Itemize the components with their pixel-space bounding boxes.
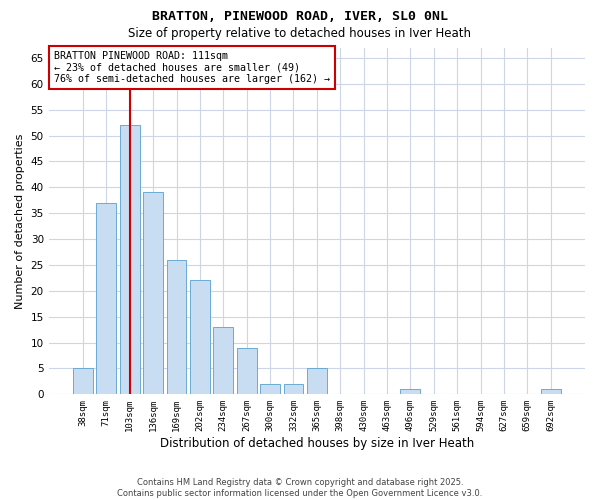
Bar bbox=[73, 368, 93, 394]
Bar bbox=[167, 260, 187, 394]
Bar bbox=[284, 384, 304, 394]
X-axis label: Distribution of detached houses by size in Iver Heath: Distribution of detached houses by size … bbox=[160, 437, 474, 450]
Text: BRATTON PINEWOOD ROAD: 111sqm
← 23% of detached houses are smaller (49)
76% of s: BRATTON PINEWOOD ROAD: 111sqm ← 23% of d… bbox=[54, 51, 330, 84]
Bar bbox=[143, 192, 163, 394]
Bar bbox=[237, 348, 257, 395]
Text: BRATTON, PINEWOOD ROAD, IVER, SL0 0NL: BRATTON, PINEWOOD ROAD, IVER, SL0 0NL bbox=[152, 10, 448, 23]
Y-axis label: Number of detached properties: Number of detached properties bbox=[15, 133, 25, 308]
Text: Size of property relative to detached houses in Iver Heath: Size of property relative to detached ho… bbox=[128, 28, 472, 40]
Bar bbox=[400, 389, 421, 394]
Bar bbox=[120, 125, 140, 394]
Bar bbox=[97, 203, 116, 394]
Bar bbox=[541, 389, 560, 394]
Text: Contains HM Land Registry data © Crown copyright and database right 2025.
Contai: Contains HM Land Registry data © Crown c… bbox=[118, 478, 482, 498]
Bar bbox=[260, 384, 280, 394]
Bar bbox=[214, 327, 233, 394]
Bar bbox=[190, 280, 210, 394]
Bar bbox=[307, 368, 327, 394]
